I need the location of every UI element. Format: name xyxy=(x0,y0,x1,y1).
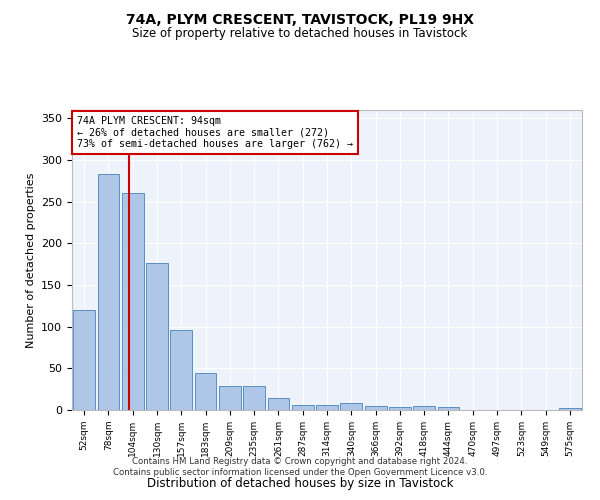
Bar xyxy=(316,405,338,410)
Bar xyxy=(122,194,143,410)
Bar xyxy=(340,404,362,410)
Bar xyxy=(194,372,217,410)
Bar xyxy=(437,406,460,410)
Bar xyxy=(97,174,119,410)
Text: Size of property relative to detached houses in Tavistock: Size of property relative to detached ho… xyxy=(133,28,467,40)
Bar xyxy=(243,386,265,410)
Bar xyxy=(413,406,435,410)
Text: Contains HM Land Registry data © Crown copyright and database right 2024.
Contai: Contains HM Land Registry data © Crown c… xyxy=(113,458,487,477)
Text: 74A PLYM CRESCENT: 94sqm
← 26% of detached houses are smaller (272)
73% of semi-: 74A PLYM CRESCENT: 94sqm ← 26% of detach… xyxy=(77,116,353,149)
Bar xyxy=(292,405,314,410)
Y-axis label: Number of detached properties: Number of detached properties xyxy=(26,172,35,348)
Text: 74A, PLYM CRESCENT, TAVISTOCK, PL19 9HX: 74A, PLYM CRESCENT, TAVISTOCK, PL19 9HX xyxy=(126,12,474,26)
Bar xyxy=(73,310,95,410)
Bar xyxy=(170,330,192,410)
Bar xyxy=(146,264,168,410)
Bar xyxy=(268,398,289,410)
Bar xyxy=(559,408,581,410)
Text: Distribution of detached houses by size in Tavistock: Distribution of detached houses by size … xyxy=(147,477,453,490)
Bar xyxy=(389,406,411,410)
Bar xyxy=(365,406,386,410)
Bar xyxy=(219,386,241,410)
